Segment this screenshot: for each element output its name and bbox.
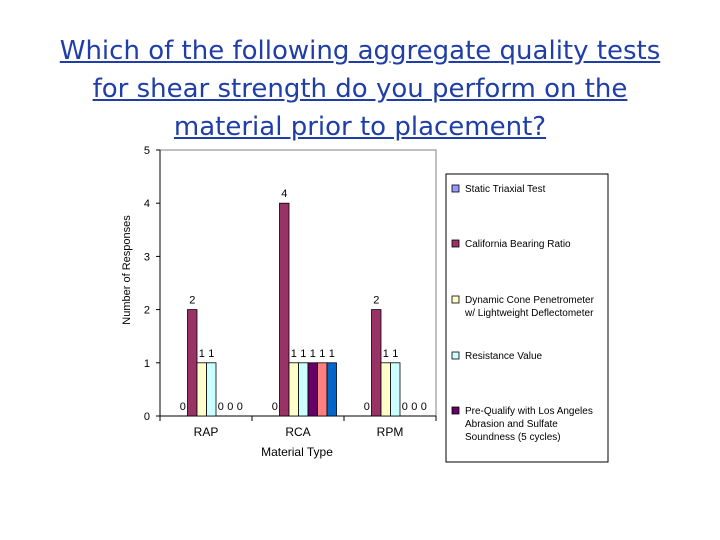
data-label: 1 bbox=[199, 348, 205, 360]
bar bbox=[288, 362, 299, 417]
y-tick-label: 2 bbox=[144, 305, 150, 317]
data-label: 1 bbox=[392, 348, 398, 360]
y-tick-label: 5 bbox=[144, 145, 150, 157]
y-tick-label: 3 bbox=[144, 251, 150, 263]
data-label: 0 bbox=[237, 401, 243, 413]
legend-swatch bbox=[451, 351, 460, 360]
x-axis-title: Material Type bbox=[261, 445, 333, 459]
legend-label: Dynamic Cone Penetrometer w/ Lightweight … bbox=[464, 295, 595, 319]
legend-swatch bbox=[451, 406, 460, 415]
bar bbox=[390, 362, 401, 417]
bars bbox=[187, 202, 401, 417]
bar bbox=[298, 362, 309, 417]
data-label: 2 bbox=[189, 295, 195, 307]
bar bbox=[279, 202, 290, 417]
legend-swatch bbox=[451, 239, 460, 248]
y-axis-title: Number of Responses bbox=[121, 215, 133, 325]
data-label: 0 bbox=[180, 401, 186, 413]
y-tick-label: 1 bbox=[144, 358, 150, 370]
data-label: 0 bbox=[227, 401, 233, 413]
x-tick-label: RCA bbox=[285, 425, 310, 439]
legend-box bbox=[445, 173, 609, 463]
legend: Static Triaxial Test California Bearing R… bbox=[445, 173, 609, 463]
bar bbox=[326, 362, 337, 417]
data-label: 0 bbox=[364, 401, 370, 413]
bar bbox=[187, 309, 198, 417]
legend-label: Pre-Qualify with Los Angeles Abrasion and… bbox=[465, 406, 593, 443]
legend-label: California Bearing Ratio bbox=[465, 239, 571, 250]
bar bbox=[196, 362, 207, 417]
bar bbox=[371, 309, 382, 417]
slide-title: Which of the following aggregate quality… bbox=[59, 36, 661, 142]
data-label: 2 bbox=[373, 295, 379, 307]
bar bbox=[206, 362, 217, 417]
data-label: 0 bbox=[402, 401, 408, 413]
data-label: 4 bbox=[281, 188, 287, 200]
data-label: 1 bbox=[300, 348, 306, 360]
legend-label: Static Triaxial Test bbox=[465, 184, 546, 195]
bar bbox=[307, 362, 318, 417]
data-label: 1 bbox=[319, 348, 325, 360]
data-label: 0 bbox=[411, 401, 417, 413]
legend-label: Resistance Value bbox=[465, 351, 543, 362]
x-tick-label: RAP bbox=[194, 425, 219, 439]
data-label: 1 bbox=[383, 348, 389, 360]
bar bbox=[317, 362, 328, 417]
data-label: 0 bbox=[272, 401, 278, 413]
data-label: 1 bbox=[208, 348, 214, 360]
x-axis: RAP RCA RPM bbox=[159, 415, 437, 439]
y-tick-label: 4 bbox=[144, 198, 150, 210]
data-label: 1 bbox=[291, 348, 297, 360]
legend-swatch bbox=[451, 295, 460, 304]
legend-swatch bbox=[451, 184, 460, 193]
x-tick-label: RPM bbox=[377, 425, 404, 439]
data-label: 0 bbox=[218, 401, 224, 413]
y-axis: 0 1 2 3 4 5 bbox=[144, 145, 161, 423]
data-label: 1 bbox=[310, 348, 316, 360]
data-label: 1 bbox=[329, 348, 335, 360]
y-tick-label: 0 bbox=[144, 411, 150, 423]
bar bbox=[380, 362, 391, 417]
data-label: 0 bbox=[421, 401, 427, 413]
